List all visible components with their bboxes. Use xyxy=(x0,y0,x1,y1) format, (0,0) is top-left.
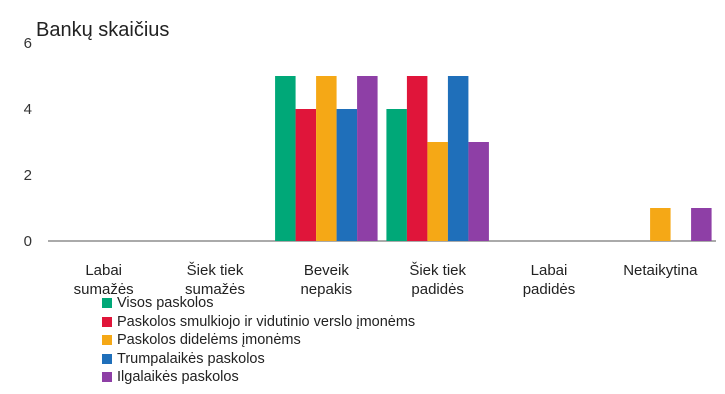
legend-item: Ilgalaikės paskolos xyxy=(102,368,415,387)
legend-swatch xyxy=(102,353,112,364)
x-tick-label: Labai padidės xyxy=(523,262,576,298)
bar xyxy=(427,142,448,241)
y-tick-label: 4 xyxy=(24,101,32,118)
legend-label: Visos paskolos xyxy=(117,295,214,311)
bars-layer xyxy=(275,76,712,241)
x-tick-label: Beveik nepakis xyxy=(300,262,352,298)
legend: Visos paskolos Paskolos smulkiojo ir vidu… xyxy=(102,294,415,387)
bar xyxy=(357,76,378,241)
bar xyxy=(386,109,407,241)
bar xyxy=(447,76,469,241)
bar xyxy=(691,208,712,241)
x-tick-label: Šiek tiek padidės xyxy=(409,262,466,298)
legend-swatch xyxy=(102,316,112,327)
x-tick-labels: Labai sumažės Šiek tiek sumažės Beveik nepaki… xyxy=(74,262,698,298)
legend-label: Paskolos smulkiojo ir vidutinio verslo į… xyxy=(117,313,416,330)
legend-swatch xyxy=(102,298,112,309)
legend-item: Paskolos didelėms įmonėms xyxy=(102,331,415,350)
legend-label: Trumpalaikės paskolos xyxy=(117,350,265,367)
bar xyxy=(275,76,296,241)
y-tick-label: 0 xyxy=(24,233,32,250)
bar xyxy=(650,208,671,241)
y-tick-label: 2 xyxy=(24,167,32,184)
bar xyxy=(316,76,337,241)
legend-swatch xyxy=(102,335,112,346)
x-tick-label: Netaikytina xyxy=(623,262,698,279)
y-axis-title: Bankų skaičius xyxy=(36,19,169,41)
bar xyxy=(406,76,428,241)
legend-swatch xyxy=(102,372,112,383)
y-tick-label: 6 xyxy=(24,35,32,52)
legend-item: Visos paskolos xyxy=(102,294,415,313)
axis-layer: 0 2 4 6 xyxy=(24,35,716,250)
x-tick-label: Šiek tiek sumažės xyxy=(185,262,245,298)
bar xyxy=(336,109,358,241)
legend-label: Paskolos didelėms įmonėms xyxy=(117,332,301,348)
x-tick-label: Labai sumažės xyxy=(74,262,134,298)
legend-item: Paskolos smulkiojo ir vidutinio verslo į… xyxy=(102,313,415,332)
legend-label: Ilgalaikės paskolos xyxy=(117,369,239,385)
bar xyxy=(295,109,317,241)
bar xyxy=(468,142,489,241)
legend-item: Trumpalaikės paskolos xyxy=(102,350,415,369)
